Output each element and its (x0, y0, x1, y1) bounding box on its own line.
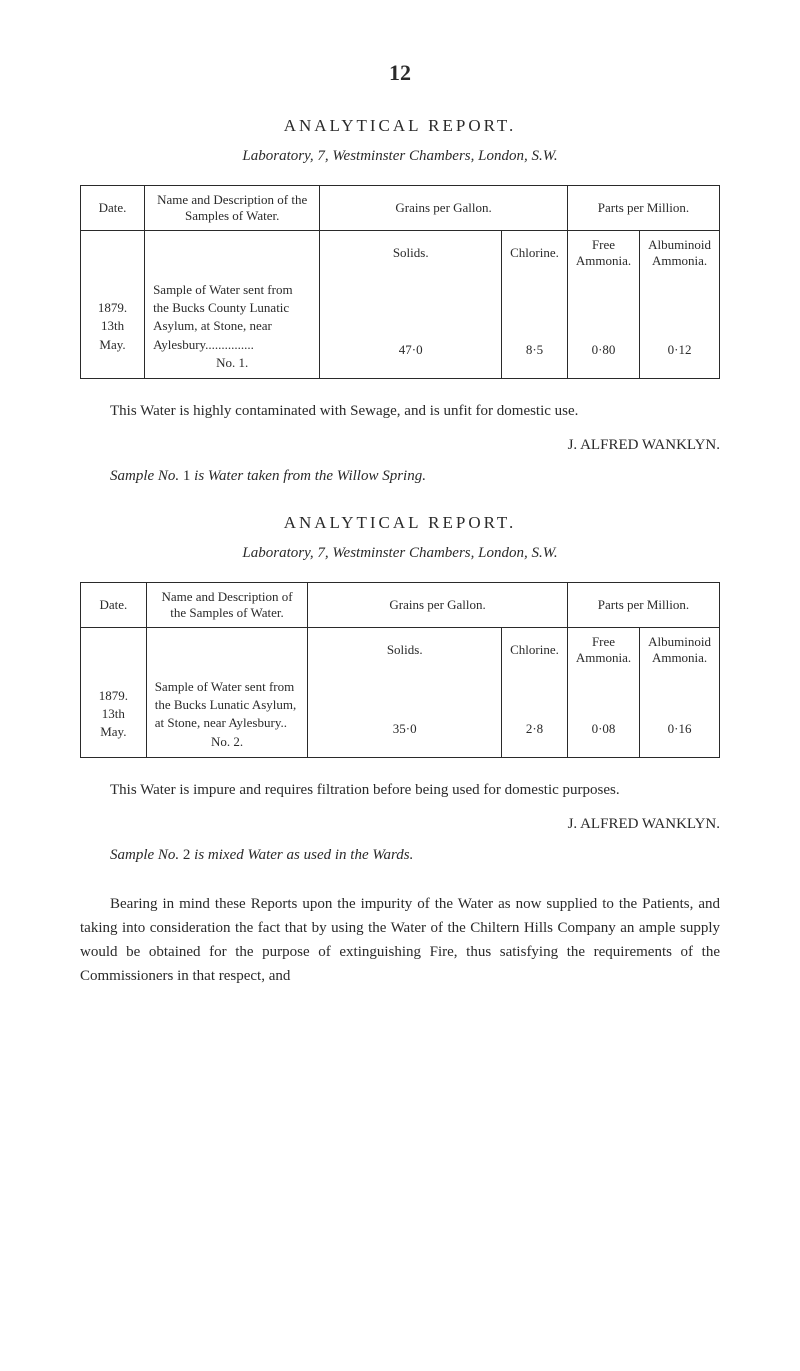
report-title-1: ANALYTICAL REPORT. (80, 116, 720, 136)
free-ammonia-header: Free Ammonia. (567, 231, 639, 276)
col-grains-header: Grains per Gallon. (320, 186, 568, 231)
albuminoid-header: Albuminoid Ammonia. (640, 231, 720, 276)
water-note-2: This Water is impure and requires filtra… (80, 778, 720, 802)
col-parts-header: Parts per Million. (567, 186, 719, 231)
sample-rest-1: is Water taken from the Willow Spring. (194, 468, 426, 484)
date-cell-top (81, 627, 147, 672)
sample-no-1: 1 (183, 468, 191, 484)
table-subheader-row: Solids. Chlorine. Free Ammonia. Albumino… (81, 231, 720, 276)
table-data-row: 1879. 13th May. Sample of Water sent fro… (81, 672, 720, 757)
desc-cell: Sample of Water sent from the Bucks Luna… (146, 672, 308, 757)
table-subheader-row: Solids. Chlorine. Free Ammonia. Albumino… (81, 627, 720, 672)
chlorine-value: 8·5 (502, 275, 568, 378)
lab-line-2: Laboratory, 7, Westminster Chambers, Lon… (80, 545, 720, 562)
chlorine-header: Chlorine. (502, 231, 568, 276)
free-ammonia-header: Free Ammonia. (567, 627, 639, 672)
signature-1: J. ALFRED WANKLYN. (80, 437, 720, 454)
lab-addr-1-text: 7, Westminster Chambers, London, S.W. (317, 148, 557, 164)
albuminoid-value: 0·16 (640, 672, 720, 757)
closing-paragraph: Bearing in mind these Reports upon the i… (80, 892, 720, 988)
water-note-1: This Water is highly contaminated with S… (80, 399, 720, 423)
col-date-header: Date. (81, 582, 147, 627)
free-ammonia-value: 0·08 (567, 672, 639, 757)
desc-text: Sample of Water sent from the Bucks Luna… (155, 679, 297, 730)
col-parts-header: Parts per Million. (567, 582, 719, 627)
desc-no: No. 1. (153, 354, 311, 372)
free-ammonia-value: 0·80 (567, 275, 639, 378)
solids-value: 35·0 (308, 672, 502, 757)
chlorine-header: Chlorine. (502, 627, 568, 672)
report-title-2: ANALYTICAL REPORT. (80, 513, 720, 533)
albuminoid-value: 0·12 (640, 275, 720, 378)
sample-rest-2: is mixed Water as used in the Wards. (194, 847, 413, 863)
table-header-row: Date. Name and Description of the Sample… (81, 186, 720, 231)
data-table-1: Date. Name and Description of the Sample… (80, 185, 720, 379)
lab-prefix-1: Laboratory, (242, 148, 313, 164)
desc-cell-top (146, 627, 308, 672)
data-table-2: Date. Name and Description of the Sample… (80, 582, 720, 758)
col-date-header: Date. (81, 186, 145, 231)
col-grains-header: Grains per Gallon. (308, 582, 568, 627)
sample-no-2: 2 (183, 847, 191, 863)
desc-no: No. 2. (155, 733, 300, 751)
col-desc-header: Name and Description of the Samples of W… (145, 186, 320, 231)
sample-line-2: Sample No. 2 is mixed Water as used in t… (80, 847, 720, 864)
date-cell: 1879. 13th May. (81, 672, 147, 757)
lab-addr-2-text: 7, Westminster Chambers, London, S.W. (317, 545, 557, 561)
solids-header: Solids. (320, 231, 502, 276)
lab-prefix-2: Laboratory, (242, 545, 313, 561)
date-cell: 1879. 13th May. (81, 275, 145, 378)
table-data-row: 1879. 13th May. Sample of Water sent fro… (81, 275, 720, 378)
solids-value: 47·0 (320, 275, 502, 378)
desc-cell-top (145, 231, 320, 276)
sample-prefix-2: Sample No. (110, 847, 179, 863)
sample-prefix-1: Sample No. (110, 468, 179, 484)
solids-header: Solids. (308, 627, 502, 672)
table-header-row: Date. Name and Description of the Sample… (81, 582, 720, 627)
date-cell-top (81, 231, 145, 276)
page-number: 12 (80, 60, 720, 86)
chlorine-value: 2·8 (502, 672, 568, 757)
col-desc-header: Name and Description of the Samples of W… (146, 582, 308, 627)
sample-line-1: Sample No. 1 is Water taken from the Wil… (80, 468, 720, 485)
desc-cell: Sample of Water sent from the Bucks Coun… (145, 275, 320, 378)
signature-2: J. ALFRED WANKLYN. (80, 816, 720, 833)
lab-line-1: Laboratory, 7, Westminster Chambers, Lon… (80, 148, 720, 165)
desc-text: Sample of Water sent from the Bucks Coun… (153, 282, 293, 352)
albuminoid-header: Albuminoid Ammonia. (640, 627, 720, 672)
